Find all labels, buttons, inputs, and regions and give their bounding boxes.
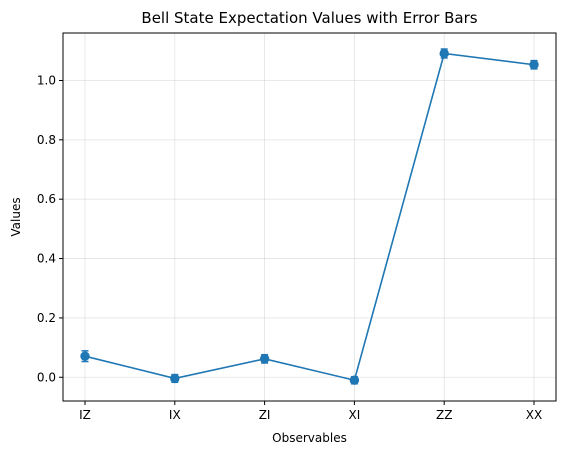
- grid: [63, 33, 556, 401]
- y-tick-label: 1.0: [37, 73, 56, 87]
- y-tick-label: 0.6: [37, 192, 56, 206]
- y-tick-label: 0.0: [37, 370, 56, 384]
- data-point: [170, 373, 180, 384]
- error-bars: [81, 48, 538, 385]
- y-tick-label: 0.4: [37, 252, 56, 266]
- data-point: [80, 351, 90, 361]
- x-tick-label: XI: [349, 408, 361, 422]
- chart-title: Bell State Expectation Values with Error…: [141, 9, 477, 27]
- x-tick-label: ZI: [259, 408, 271, 422]
- data-point: [439, 48, 449, 59]
- x-tick-label: XX: [526, 408, 542, 422]
- data-point: [349, 375, 360, 385]
- x-tick-label: ZZ: [436, 408, 452, 422]
- plot-area-frame: [62, 32, 557, 402]
- x-tick-label: IZ: [79, 408, 91, 422]
- y-tick-label: 0.8: [37, 133, 56, 147]
- x-tick-label: IX: [169, 408, 181, 422]
- y-axis-label: Values: [9, 197, 23, 236]
- series-lines: [84, 52, 535, 382]
- data-point: [529, 60, 539, 70]
- y-tick-label: 0.2: [37, 311, 56, 325]
- series-markers: [80, 48, 539, 385]
- ticks: IZ IX ZI XI ZZ XX 0.0 0.2 0.4 0.6 0.8 1.0: [37, 73, 542, 422]
- series-line: [84, 52, 535, 382]
- x-axis-label: Observables: [272, 431, 347, 445]
- data-point: [259, 354, 270, 364]
